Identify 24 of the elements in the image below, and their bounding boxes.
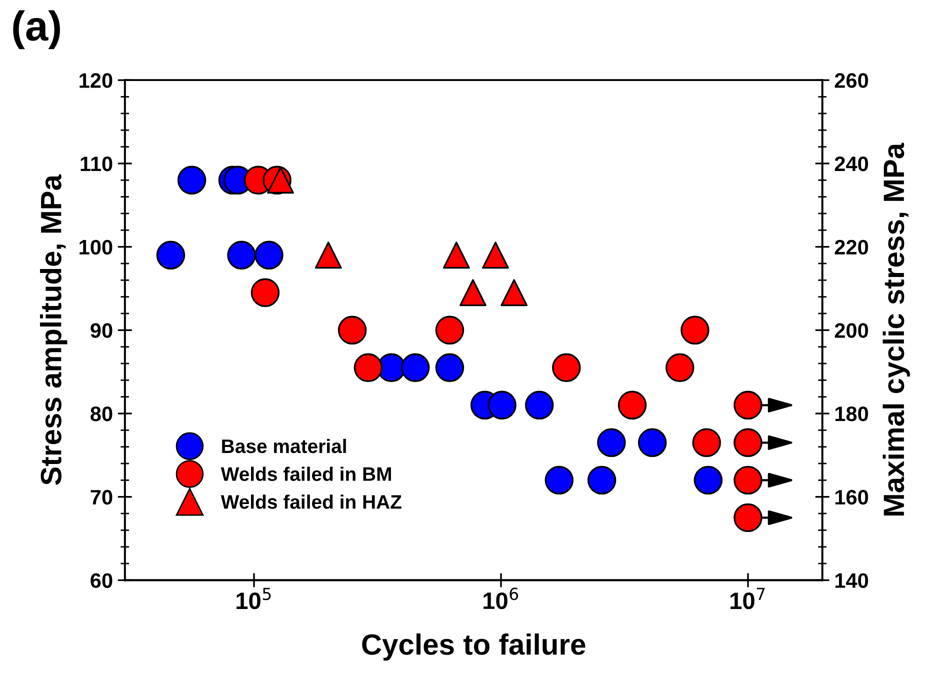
x-tick-label: 10$^{7}$ (730, 588, 765, 610)
y-tick-label: 120 (80, 73, 112, 88)
y2-tick-label: 240 (834, 156, 868, 172)
y2-tick-label: 180 (835, 406, 868, 422)
y-tick-label: 90 (90, 323, 112, 338)
y2-tick-label: 140 (835, 573, 868, 588)
y-axis-title: Stress amplitude, MPa (40, 174, 68, 485)
y2-tick-label: 260 (834, 73, 868, 88)
x-tick-label: 10$^{5}$ (236, 588, 271, 610)
y-tick-label: 80 (90, 406, 112, 422)
y-tick-label: 100 (80, 240, 112, 255)
legend-label: Base material (222, 438, 346, 454)
y-tick-label: 70 (90, 490, 112, 505)
y-tick-label: 110 (80, 156, 112, 172)
y-tick-label: 60 (90, 573, 112, 588)
y2-tick-label: 200 (834, 323, 868, 338)
x-tick-label: 10$^{6}$ (484, 588, 518, 610)
x-axis-title: Cycles to failure (362, 633, 586, 661)
chart-title: (a) (13, 10, 60, 50)
y2-tick-label: 220 (834, 240, 868, 255)
y2-tick-label: 160 (835, 490, 868, 505)
legend-label: Welds failed in HAZ (220, 494, 402, 509)
legend-label: Welds failed in BM (220, 466, 391, 481)
y2-axis-title: Maximal cyclic stress, MPa (882, 142, 910, 516)
